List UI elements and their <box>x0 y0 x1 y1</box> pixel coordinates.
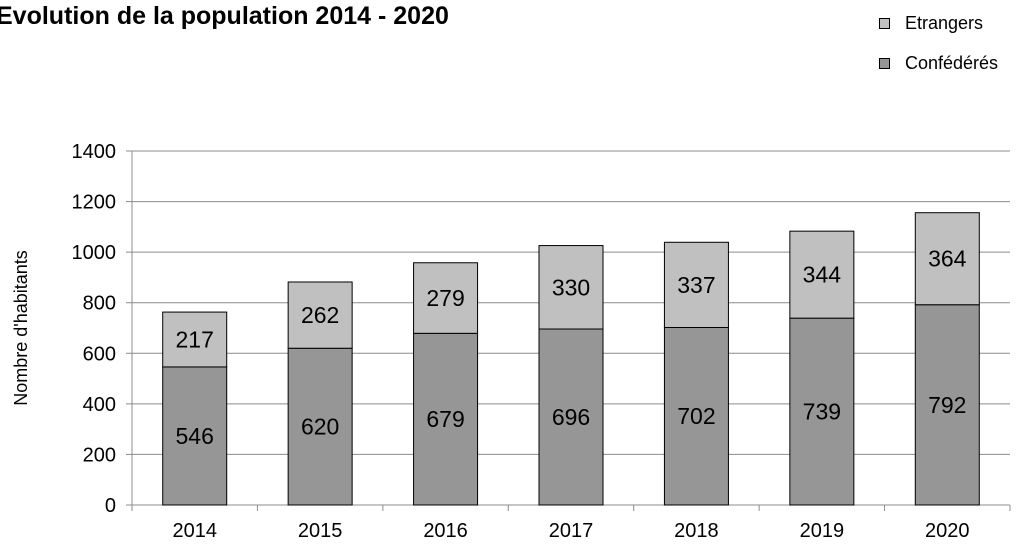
data-label-etrangers-2016: 279 <box>426 285 464 311</box>
legend: Etrangers Confédérés <box>879 10 998 90</box>
data-label-confederes-2018: 702 <box>677 403 715 429</box>
chart-title: Evolution de la population 2014 - 2020 <box>0 2 449 30</box>
bar-etrangers-2019 <box>789 230 855 319</box>
legend-label-confederes: Confédérés <box>905 53 999 73</box>
y-tick-label: 200 <box>83 444 116 466</box>
legend-item-etrangers: Etrangers <box>879 10 998 36</box>
data-label-confederes-2017: 696 <box>552 404 590 430</box>
bar-confederes-2018 <box>663 326 729 506</box>
y-tick-label: 1400 <box>72 141 117 163</box>
data-label-etrangers-2017: 330 <box>552 274 590 300</box>
bar-confederes-2019 <box>789 317 855 506</box>
legend-label-etrangers: Etrangers <box>905 13 984 33</box>
bar-etrangers-2015 <box>287 281 353 349</box>
data-label-confederes-2014: 546 <box>176 423 214 449</box>
x-tick-label: 2020 <box>925 520 970 542</box>
data-label-confederes-2019: 739 <box>803 399 841 425</box>
legend-item-confederes: Confédérés <box>879 50 998 76</box>
legend-swatch-etrangers <box>879 18 890 29</box>
bar-confederes-2020 <box>914 304 980 506</box>
x-tick-label: 2017 <box>549 520 594 542</box>
legend-swatch-confederes <box>879 58 890 69</box>
y-axis-label: Nombre d'habitants <box>11 250 31 406</box>
y-tick-label: 1000 <box>72 242 117 264</box>
y-tick-label: 400 <box>83 394 116 416</box>
bar-etrangers-2020 <box>914 212 980 306</box>
data-label-confederes-2015: 620 <box>301 414 339 440</box>
bar-confederes-2015 <box>287 347 353 506</box>
data-label-etrangers-2018: 337 <box>677 272 715 298</box>
y-tick-label: 600 <box>83 343 116 365</box>
data-label-etrangers-2014: 217 <box>176 327 214 353</box>
y-tick-label: 0 <box>105 495 116 517</box>
data-label-etrangers-2020: 364 <box>928 246 967 272</box>
bar-confederes-2014 <box>162 366 228 506</box>
y-tick-label: 1200 <box>72 192 117 214</box>
data-label-etrangers-2019: 344 <box>803 262 842 288</box>
bar-etrangers-2017 <box>538 245 604 330</box>
data-label-confederes-2020: 792 <box>928 392 966 418</box>
data-label-etrangers-2015: 262 <box>301 302 339 328</box>
x-tick-label: 2019 <box>800 520 845 542</box>
bar-confederes-2016 <box>413 332 479 506</box>
x-tick-label: 2015 <box>298 520 343 542</box>
bar-etrangers-2016 <box>413 262 479 334</box>
x-tick-label: 2014 <box>172 520 217 542</box>
bar-etrangers-2014 <box>162 311 228 368</box>
bar-etrangers-2018 <box>663 241 729 328</box>
bar-confederes-2017 <box>538 328 604 506</box>
y-tick-label: 800 <box>83 293 116 315</box>
data-label-confederes-2016: 679 <box>426 406 464 432</box>
x-tick-label: 2016 <box>423 520 468 542</box>
x-tick-label: 2018 <box>674 520 719 542</box>
